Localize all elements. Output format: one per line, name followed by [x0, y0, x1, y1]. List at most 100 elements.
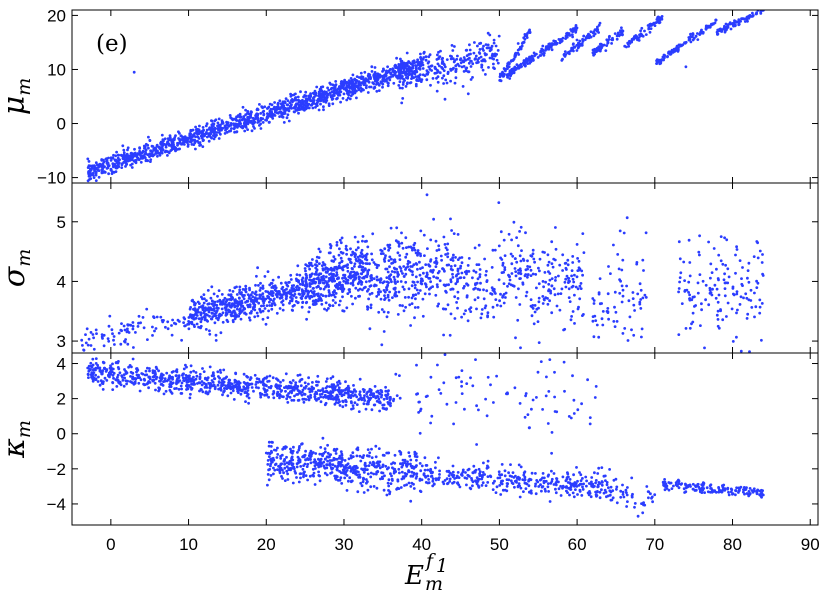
- data-point: [480, 65, 484, 69]
- data-point: [388, 68, 392, 71]
- data-point: [694, 35, 698, 38]
- data-point: [418, 273, 422, 277]
- data-point: [366, 91, 370, 94]
- data-point: [257, 386, 260, 390]
- data-point: [92, 347, 96, 351]
- data-point: [591, 31, 595, 35]
- data-point: [353, 265, 356, 268]
- data-point: [361, 265, 365, 269]
- data-point: [342, 87, 346, 91]
- data-point: [404, 73, 408, 77]
- data-point: [502, 301, 506, 305]
- data-point: [600, 317, 604, 321]
- data-point: [278, 396, 281, 400]
- data-point: [278, 387, 282, 391]
- data-point: [169, 149, 173, 153]
- data-point: [574, 285, 578, 289]
- data-point: [216, 300, 220, 303]
- data-point: [201, 134, 205, 138]
- data-point: [227, 298, 231, 301]
- data-point: [256, 381, 260, 384]
- data-point: [353, 262, 357, 266]
- data-point: [354, 257, 358, 261]
- data-point: [373, 385, 377, 388]
- data-point: [351, 404, 355, 407]
- data-point: [639, 307, 643, 310]
- data-point: [224, 384, 228, 388]
- data-point: [658, 59, 662, 63]
- data-point: [210, 317, 214, 321]
- data-point: [739, 349, 743, 353]
- data-point: [404, 305, 407, 309]
- data-point: [339, 391, 343, 395]
- data-point: [541, 250, 545, 254]
- data-point: [243, 311, 246, 315]
- data-point: [248, 112, 252, 116]
- data-point: [570, 33, 574, 37]
- data-point: [677, 287, 681, 290]
- data-point: [723, 281, 727, 285]
- data-point: [350, 294, 353, 298]
- data-point: [115, 150, 118, 154]
- data-point: [580, 42, 584, 45]
- data-point: [374, 72, 377, 76]
- data-point: [198, 141, 202, 144]
- data-point: [359, 71, 363, 75]
- data-point: [429, 238, 433, 242]
- data-point: [356, 288, 360, 292]
- data-point: [499, 256, 502, 260]
- data-point: [758, 249, 762, 253]
- data-point: [272, 299, 275, 303]
- data-point: [224, 128, 227, 132]
- data-point: [495, 58, 499, 62]
- data-point: [723, 294, 727, 298]
- data-point: [471, 62, 475, 66]
- data-point: [388, 401, 392, 405]
- data-point: [696, 281, 700, 285]
- data-point: [582, 251, 586, 255]
- data-point: [386, 84, 390, 88]
- data-point: [399, 57, 402, 61]
- data-point: [130, 166, 134, 169]
- data-point: [467, 257, 471, 260]
- data-point: [263, 393, 266, 397]
- data-point: [98, 383, 102, 387]
- data-point: [213, 387, 217, 391]
- data-point: [316, 276, 320, 280]
- data-point: [404, 272, 408, 276]
- data-point: [571, 310, 575, 313]
- data-point: [174, 134, 177, 138]
- data-point: [542, 51, 546, 55]
- data-point: [410, 77, 413, 80]
- data-point: [490, 292, 494, 296]
- data-point: [434, 257, 438, 260]
- data-point: [168, 137, 172, 141]
- data-point: [125, 382, 128, 386]
- data-point: [440, 258, 443, 262]
- data-point: [268, 283, 272, 287]
- data-point: [436, 53, 439, 57]
- data-point: [183, 317, 187, 321]
- data-point: [224, 313, 228, 317]
- data-point: [563, 280, 567, 284]
- data-point: [94, 373, 97, 377]
- data-point: [355, 403, 359, 406]
- data-point: [313, 294, 316, 298]
- data-point: [601, 310, 605, 313]
- data-point: [554, 226, 557, 229]
- data-point: [684, 327, 688, 330]
- data-point: [87, 174, 91, 178]
- data-point: [544, 280, 547, 284]
- data-point: [465, 295, 469, 299]
- data-point: [418, 289, 422, 292]
- data-point: [529, 274, 533, 277]
- data-point: [117, 165, 121, 169]
- data-point: [438, 279, 442, 283]
- data-point: [182, 367, 186, 371]
- data-point: [242, 385, 246, 389]
- data-point: [449, 54, 452, 58]
- data-point: [303, 284, 307, 287]
- data-point: [528, 265, 532, 269]
- data-point: [579, 282, 583, 285]
- data-point: [196, 300, 200, 304]
